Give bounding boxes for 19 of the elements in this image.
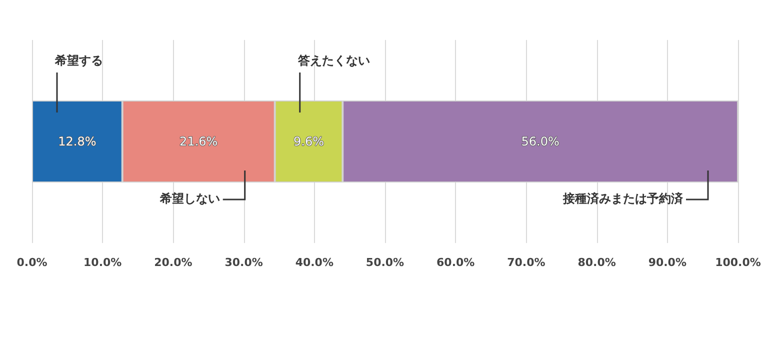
x-tick-label: 0.0% <box>16 256 48 269</box>
data-label: 21.6% <box>180 134 218 148</box>
x-tick-label: 100.0% <box>715 256 761 269</box>
x-tick-label: 90.0% <box>648 256 686 269</box>
text: 答えたくない <box>296 54 370 68</box>
series-label: 接種済みまたは予約済 <box>562 192 684 206</box>
x-tick-label: 20.0% <box>154 256 192 269</box>
text: 希望する <box>54 54 103 68</box>
x-tick-label: 40.0% <box>295 256 334 269</box>
x-tick-label: 10.0% <box>84 256 122 269</box>
data-label: 12.8% <box>58 134 96 148</box>
x-tick-label: 60.0% <box>436 256 475 269</box>
x-tick-label: 70.0% <box>507 256 546 269</box>
data-label: 9.6% <box>294 134 324 148</box>
x-tick-label: 80.0% <box>578 256 616 269</box>
x-tick-label: 30.0% <box>224 256 263 269</box>
series-label: 希望しない <box>158 192 220 206</box>
data-label: 56.0% <box>521 134 560 148</box>
x-tick-label: 50.0% <box>366 256 404 269</box>
